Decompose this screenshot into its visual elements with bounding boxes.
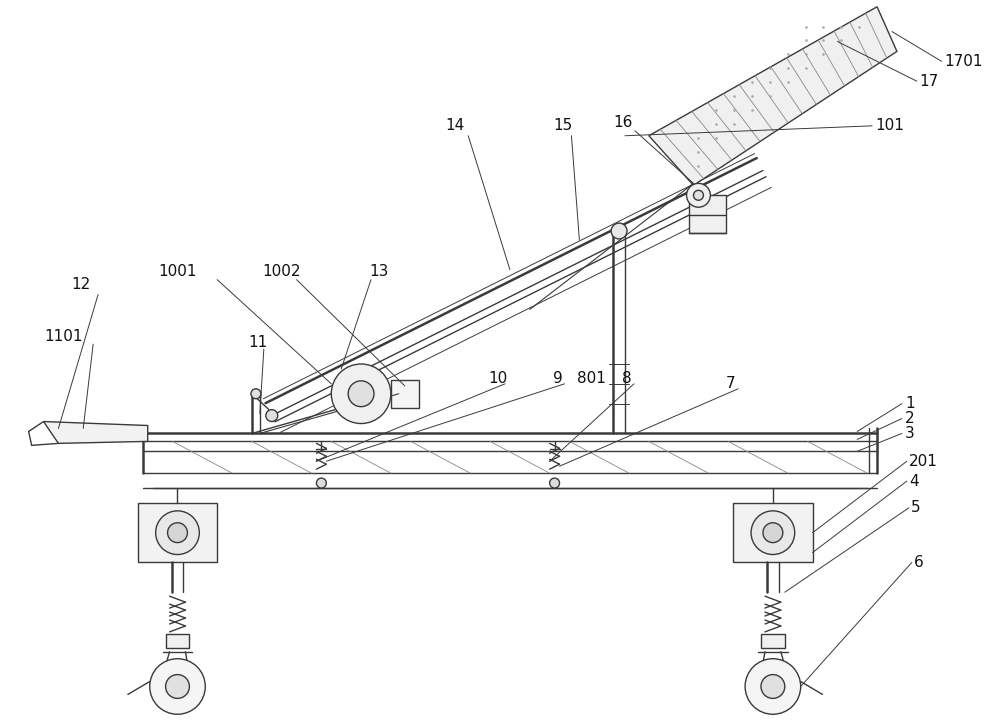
Circle shape — [761, 675, 785, 699]
Text: 5: 5 — [911, 500, 920, 515]
Text: 1: 1 — [905, 396, 914, 411]
Text: 1002: 1002 — [262, 264, 301, 279]
Text: 8: 8 — [622, 371, 632, 387]
Circle shape — [150, 659, 205, 715]
Text: 13: 13 — [369, 264, 388, 279]
Text: 16: 16 — [613, 115, 633, 130]
Text: 17: 17 — [920, 74, 939, 88]
Bar — [391, 380, 419, 408]
Circle shape — [316, 478, 326, 488]
Circle shape — [550, 478, 560, 488]
Circle shape — [166, 675, 189, 699]
Text: 14: 14 — [446, 118, 465, 133]
Circle shape — [266, 410, 278, 421]
Polygon shape — [649, 7, 897, 185]
Text: 7: 7 — [725, 376, 735, 392]
Text: 9: 9 — [553, 371, 562, 387]
Bar — [689, 195, 726, 233]
Text: 1101: 1101 — [44, 329, 83, 344]
Polygon shape — [44, 421, 148, 443]
Bar — [733, 503, 813, 563]
Text: 2: 2 — [905, 411, 914, 426]
Circle shape — [251, 389, 261, 399]
Text: 101: 101 — [875, 118, 904, 133]
Circle shape — [168, 523, 187, 542]
Text: 201: 201 — [909, 454, 938, 468]
Text: 15: 15 — [553, 118, 572, 133]
Text: 4: 4 — [909, 473, 918, 489]
Text: 10: 10 — [488, 371, 508, 387]
Circle shape — [687, 183, 710, 207]
Circle shape — [331, 364, 391, 424]
Bar — [138, 503, 217, 563]
Circle shape — [348, 381, 374, 407]
Circle shape — [611, 223, 627, 239]
Bar — [166, 634, 189, 648]
Circle shape — [156, 511, 199, 555]
Text: 1701: 1701 — [945, 54, 983, 69]
Text: 12: 12 — [72, 277, 91, 292]
Bar — [761, 634, 785, 648]
Text: 6: 6 — [914, 555, 924, 570]
Circle shape — [745, 659, 801, 715]
Circle shape — [751, 511, 795, 555]
Circle shape — [694, 190, 703, 201]
Text: 1001: 1001 — [158, 264, 197, 279]
Circle shape — [763, 523, 783, 542]
Text: 3: 3 — [905, 426, 915, 441]
Text: 801: 801 — [577, 371, 606, 387]
Text: 11: 11 — [248, 334, 267, 350]
